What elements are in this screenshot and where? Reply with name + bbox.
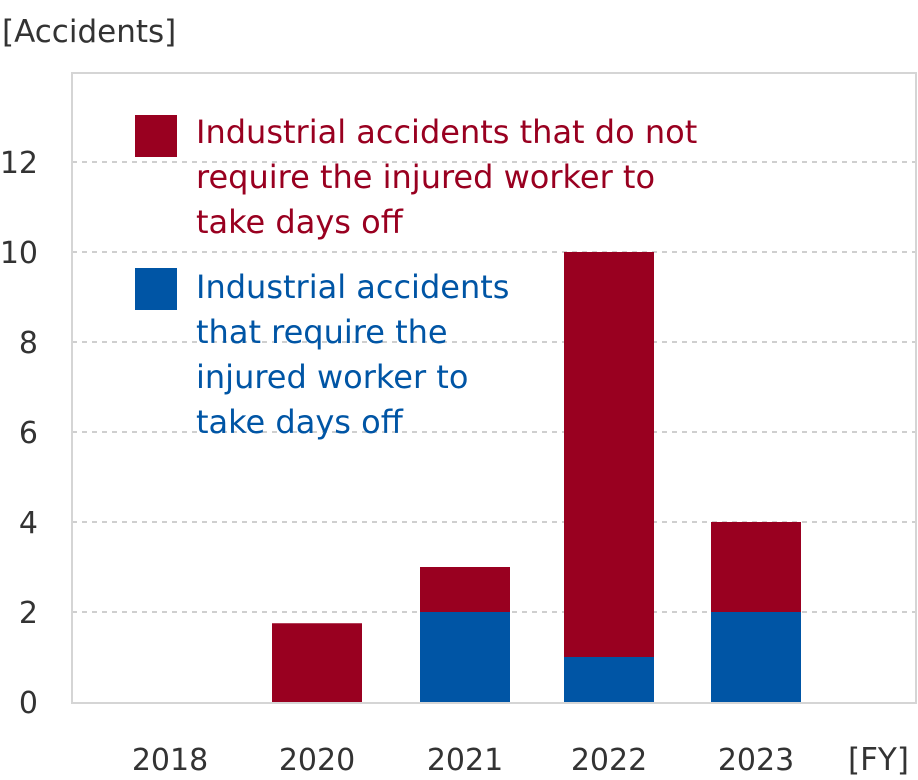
y-tick-label: 12 (0, 146, 38, 181)
bar-2023-series-0 (711, 612, 801, 702)
legend-label-series-0: that require the (196, 313, 448, 351)
bar-2021-series-0 (420, 612, 510, 702)
y-tick-label: 6 (19, 416, 38, 451)
x-tick-label-2020: 2020 (279, 743, 355, 778)
y-tick-label: 0 (19, 686, 38, 721)
bar-2022-series-1 (564, 252, 654, 657)
x-axis-ticks: 2018 2020 2021 2022 2023 (132, 743, 794, 778)
y-tick-label: 8 (19, 326, 38, 361)
legend-swatch-series-0 (135, 268, 177, 310)
legend-swatch-series-1 (135, 115, 177, 157)
x-axis-unit-label: [FY] (848, 742, 909, 778)
y-axis-ticks: 0 2 4 6 8 10 12 (0, 146, 38, 721)
x-tick-label-2023: 2023 (718, 743, 794, 778)
bar-2021-series-1 (420, 567, 510, 612)
bar-2020-series-1 (272, 623, 362, 702)
y-tick-label: 10 (0, 236, 38, 271)
bar-2022-series-0 (564, 657, 654, 702)
y-axis-unit-label: [Accidents] (2, 14, 176, 50)
y-tick-label: 2 (19, 596, 38, 631)
legend-label-series-1: take days off (196, 203, 404, 241)
legend: Industrial accidents that do not require … (135, 113, 697, 441)
legend-label-series-0: injured worker to (196, 358, 468, 396)
bars (272, 252, 801, 702)
bar-2023-series-1 (711, 522, 801, 612)
x-tick-label-2021: 2021 (427, 743, 503, 778)
x-tick-label-2018: 2018 (132, 743, 208, 778)
legend-label-series-1: require the injured worker to (196, 158, 655, 196)
y-tick-label: 4 (19, 506, 38, 541)
legend-label-series-1: Industrial accidents that do not (196, 113, 697, 151)
x-tick-label-2022: 2022 (571, 743, 647, 778)
plot-area-frame (71, 72, 917, 704)
legend-label-series-0: take days off (196, 403, 404, 441)
legend-label-series-0: Industrial accidents (196, 268, 509, 306)
